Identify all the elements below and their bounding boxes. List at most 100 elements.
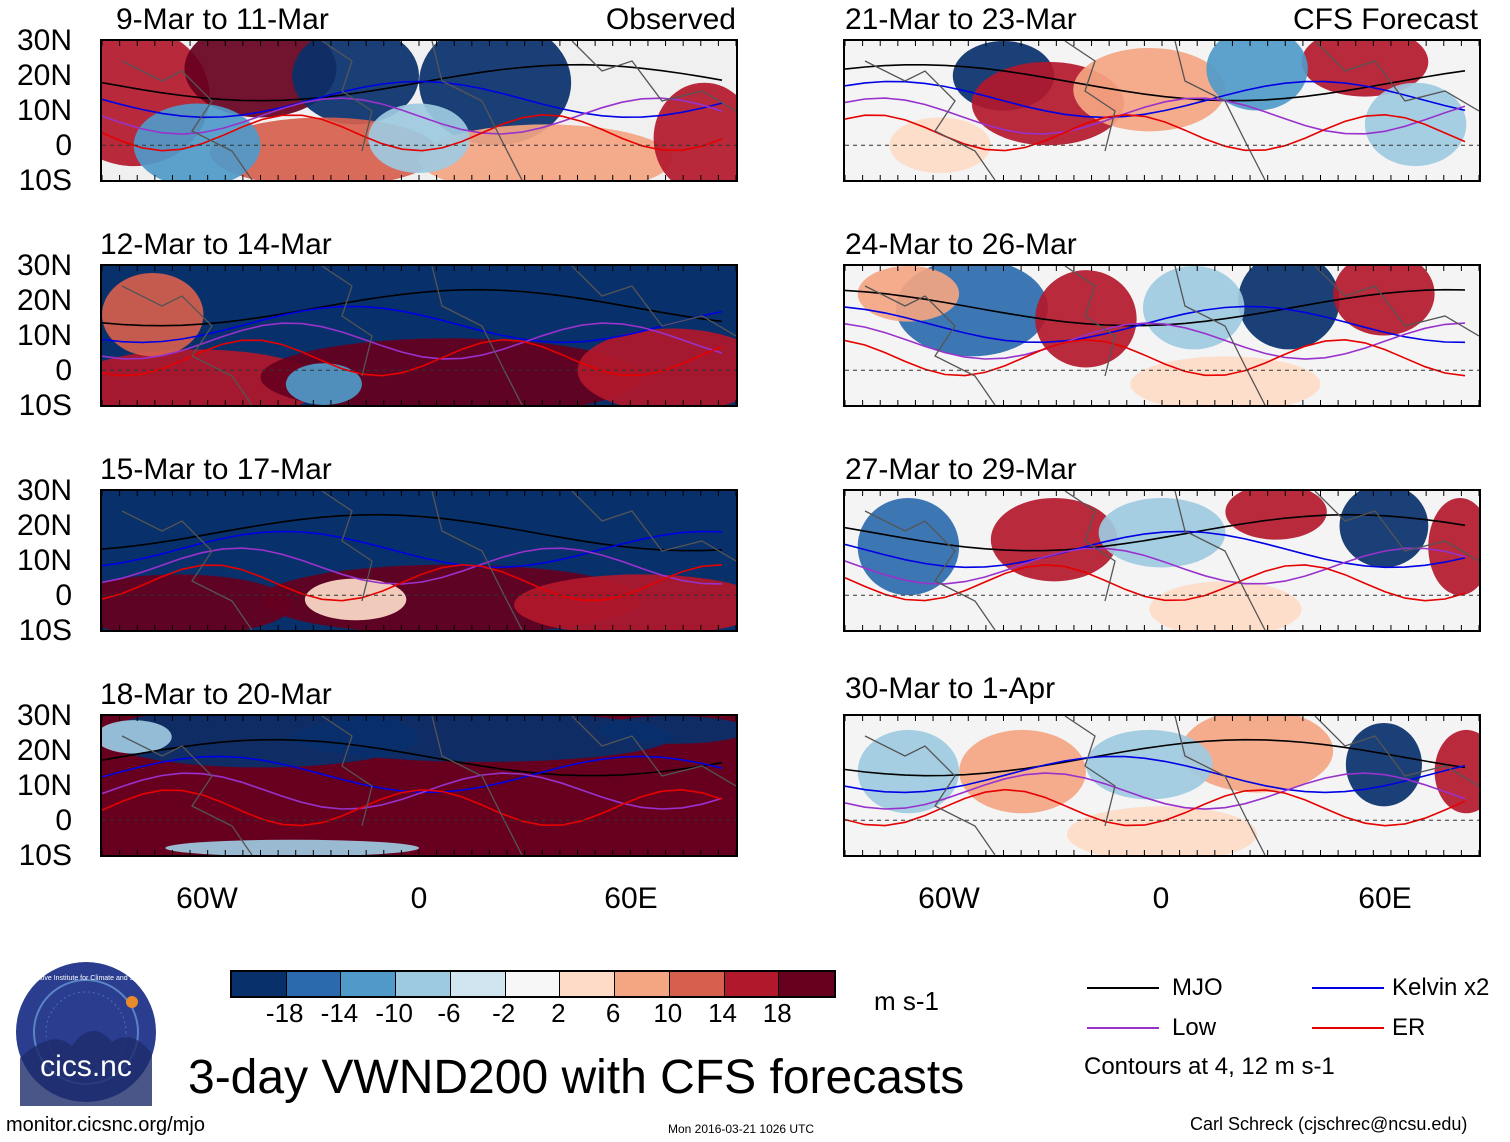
contour-line [102,563,723,602]
contour-line [845,322,1466,360]
cics-logo[interactable]: Cooperative Institute for Climate and Sa… [12,958,160,1106]
contour-line [845,547,1466,585]
lat-label-20n: 20N [16,284,72,317]
anomaly-shading [419,124,673,180]
lon-label-0-left: 0 [410,882,428,915]
contour-line [845,772,1466,810]
lat-label-10n: 10N [16,94,72,127]
anomaly-shading [1345,722,1422,807]
colorbar-cell [669,972,725,996]
coastline [864,41,1479,180]
anomaly-shading [133,103,261,180]
footer-url[interactable]: monitor.cicsnc.org/mjo [6,1114,205,1136]
map-canvas [845,716,1479,855]
lat-label-10n: 10N [16,544,72,577]
panel-title-3-left: 15-Mar to 17-Mar [100,453,332,486]
panel-label-cfs-forecast: CFS Forecast [1292,3,1478,36]
lon-label-60e-right: 60E [1358,882,1412,915]
legend-label-low: Low [1172,1014,1217,1041]
map-canvas [102,266,736,405]
anomaly-shading [889,117,991,174]
coastline [864,266,1479,405]
contour-line [102,322,723,360]
anomaly-shading [102,272,204,357]
anomaly-shading [368,103,470,174]
lat-label-20n: 20N [16,734,72,767]
contour-line [845,738,1466,777]
lat-label-10s: 10S [18,614,72,647]
contour-line [102,80,723,119]
contour-line [102,113,723,152]
coastline [864,491,1479,630]
coastline [864,716,1479,855]
map-canvas [845,41,1479,180]
contour-line [102,530,723,569]
contour-line [845,755,1466,794]
lat-label-20n: 20N [16,59,72,92]
lat-label-10s: 10S [18,389,72,422]
lon-label-60w-right: 60W [918,882,980,915]
anomaly-shading [102,349,324,405]
anomaly-shading [857,729,960,814]
colorbar-tick-label: 2 [551,998,566,1028]
contour-line [102,338,723,377]
map-canvas [102,716,736,855]
anomaly-shading [577,328,736,405]
contour-line [845,338,1466,377]
colorbar-cells [232,972,834,996]
map-panel-left-2 [100,264,738,407]
panel-title-1-left: 9-Mar to 11-Mar [116,3,329,36]
lat-label-10n: 10N [16,319,72,352]
colorbar-cell [286,972,342,996]
legend-line-er [1312,1027,1384,1029]
colorbar-tick-label: -6 [437,998,461,1028]
map-canvas [102,491,736,630]
anomaly-shading [1085,729,1213,800]
colorbar-cell [232,972,287,996]
lat-label-10s: 10S [18,839,72,872]
contour-line [845,305,1466,344]
map-canvas [102,41,736,180]
anomaly-shading [102,720,172,754]
contour-line [102,772,723,810]
contour-line [102,305,723,344]
map-panel-left-4 [100,714,738,857]
lon-label-0-right: 0 [1152,882,1170,915]
coastline [121,716,736,855]
anomaly-shading [1225,491,1327,540]
legend-note: Contours at 4, 12 m s-1 [1084,1053,1335,1080]
coastline [121,41,736,180]
map-panel-left-1 [100,39,738,182]
lat-label-30n: 30N [16,249,72,282]
anomaly-shading [1035,270,1137,368]
colorbar-tick-label: 10 [653,998,683,1028]
panel-title-2-left: 12-Mar to 14-Mar [100,228,332,261]
anomaly-shading [1142,266,1245,350]
colorbar-cell [450,972,506,996]
colorbar-tick-label: -2 [492,998,516,1028]
legend-label-kelvin: Kelvin x2 [1392,974,1490,1001]
logo-text: cics.nc [40,1050,132,1083]
map-panel-right-4 [843,714,1481,857]
map-canvas [845,491,1479,630]
lat-label-0: 0 [55,579,72,612]
colorbar-tick-label: -18 [265,998,304,1028]
contour-line [845,64,1466,102]
anomaly-shading [292,41,419,125]
anomaly-shading [653,82,736,180]
legend-line-kelvin [1312,987,1384,989]
legend-label-mjo: MJO [1172,974,1223,1001]
contour-line [102,288,723,327]
contour-line [845,563,1466,602]
colorbar-cell [505,972,561,996]
lat-label-0: 0 [55,804,72,837]
lat-label-20n: 20N [16,509,72,542]
panel-title-1-right: 21-Mar to 23-Mar [845,3,1077,36]
contour-line [845,788,1466,827]
coastline [121,266,736,405]
anomaly-shading [857,497,960,596]
lat-label-10n: 10N [16,769,72,802]
lat-label-30n: 30N [16,474,72,507]
map-panel-right-1 [843,39,1481,182]
legend-line-low [1087,1027,1159,1029]
